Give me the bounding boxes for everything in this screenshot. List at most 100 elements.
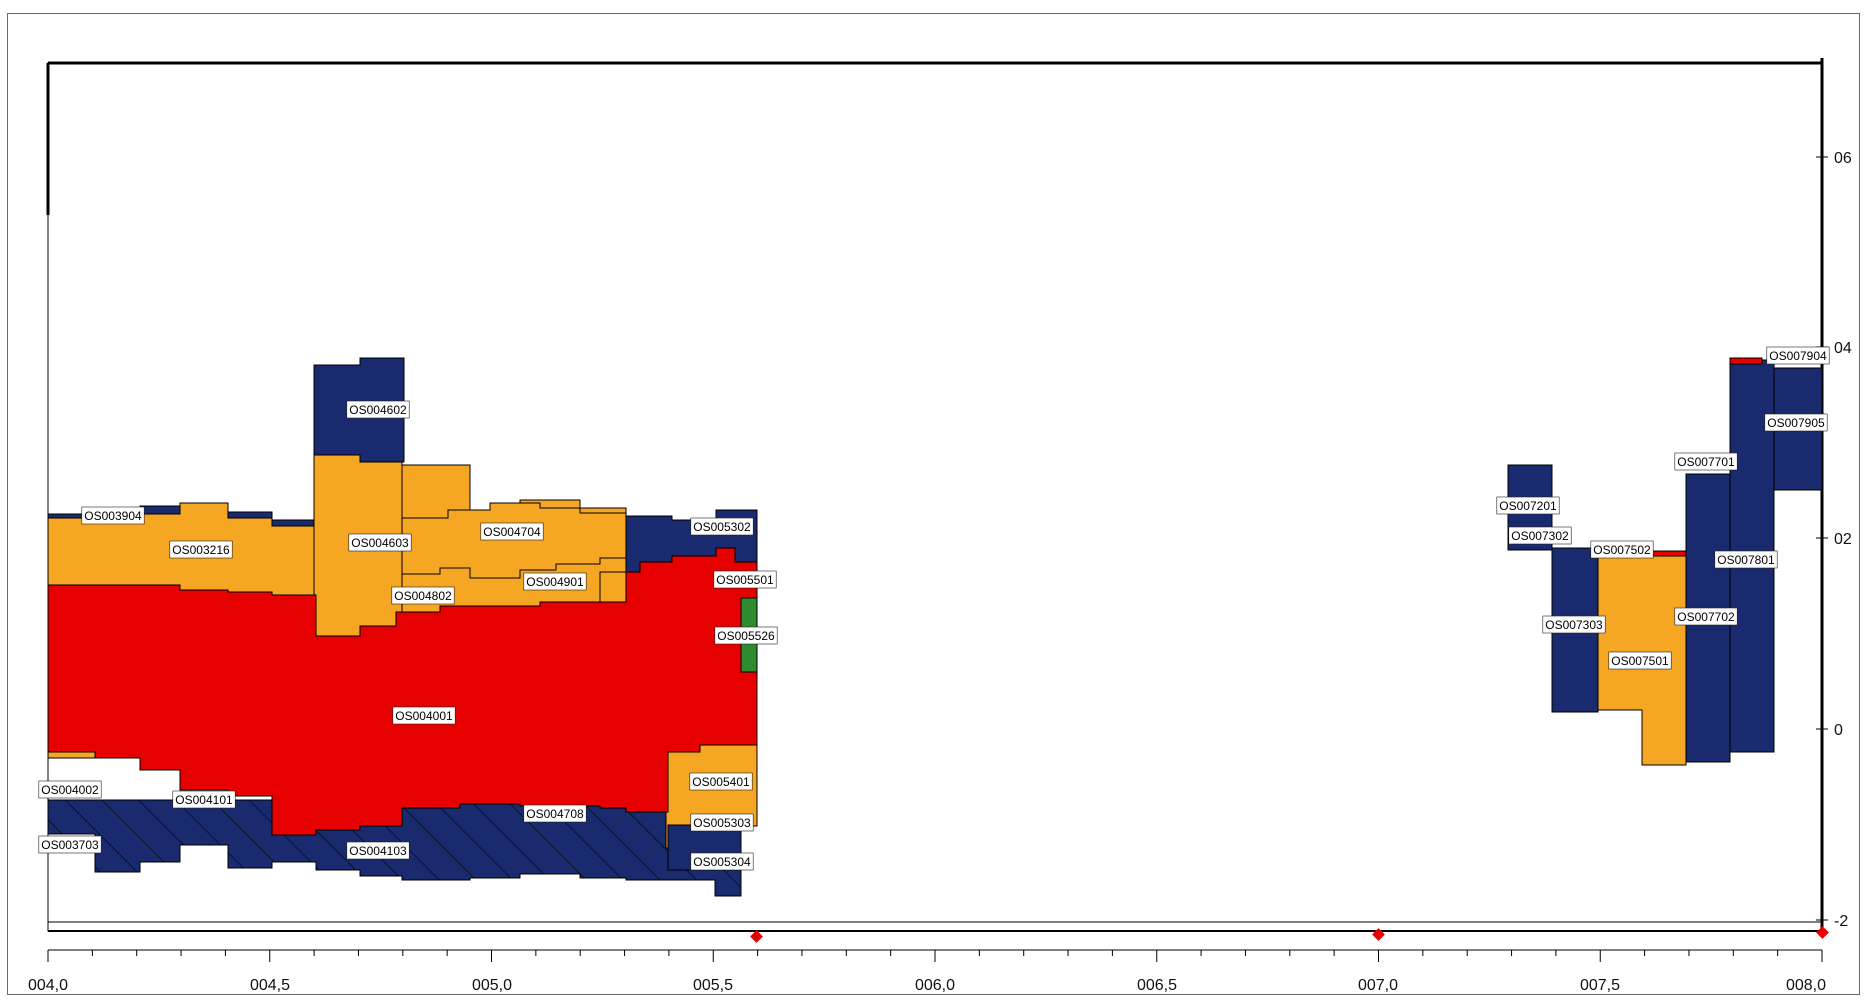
x-tick-004-0: 004,0 (28, 977, 68, 994)
unit-label-os005526: OS005526 (714, 626, 778, 645)
unit-label-box (1766, 346, 1830, 365)
unit-label-box (1714, 550, 1778, 569)
unit-label-text: OS005526 (717, 629, 775, 643)
unit-label-text: OS005401 (692, 775, 750, 789)
unit-label-box (1496, 496, 1560, 515)
unit-label-box (690, 813, 754, 832)
unit-label-text: OS007801 (1717, 553, 1775, 567)
unit-labels: OS003904 OS003216 OS004602 OS004603 OS004704… (38, 346, 1830, 871)
unit-label-box (1608, 651, 1672, 670)
x-tick-007-5: 007,5 (1580, 977, 1620, 994)
unit-label-text: OS004101 (175, 793, 233, 807)
unit-label-box (38, 835, 102, 854)
unit-label-text: OS004901 (526, 575, 584, 589)
unit-label-text: OS004103 (349, 844, 407, 858)
x-tick-004-5: 004,5 (250, 977, 290, 994)
unit-label-text: OS004002 (41, 783, 99, 797)
unit-label-os007502: OS007502 (1590, 540, 1654, 559)
unit-label-box (690, 852, 754, 871)
unit-label-text: OS007302 (1511, 529, 1569, 543)
unit-label-os005501: OS005501 (713, 570, 777, 589)
marker-diamond-1 (750, 930, 763, 943)
unit-label-box (690, 517, 754, 536)
unit-label-box (348, 533, 412, 552)
unit-label-text: OS004802 (394, 589, 452, 603)
unit-label-box (172, 790, 236, 809)
unit-label-text: OS004001 (395, 709, 453, 723)
unit-label-box (480, 522, 544, 541)
x-axis: 004,0 004,5 005,0 005,5 006,0 006,5 007,… (28, 921, 1826, 994)
unit-label-os007303: OS007303 (1542, 615, 1606, 634)
unit-label-os005303: OS005303 (690, 813, 754, 832)
unit-label-text: OS004602 (349, 403, 407, 417)
unit-os007904-shape (1729, 357, 1763, 365)
unit-label-os005304: OS005304 (690, 852, 754, 871)
unit-label-os004603: OS004603 (348, 533, 412, 552)
unit-label-box (714, 626, 778, 645)
y-tick-neg2: -2 (1834, 913, 1848, 930)
unit-label-text: OS007905 (1767, 416, 1825, 430)
unit-label-os004708: OS004708 (523, 804, 587, 823)
unit-label-os004101: OS004101 (172, 790, 236, 809)
chart-frame (7, 13, 1860, 995)
unit-label-text: OS007502 (1593, 543, 1651, 557)
unit-label-box (1674, 607, 1738, 626)
unit-label-box (689, 772, 753, 791)
unit-label-os007501: OS007501 (1608, 651, 1672, 670)
unit-label-os004901: OS004901 (523, 572, 587, 591)
unit-label-text: OS007702 (1677, 610, 1735, 624)
unit-label-box (392, 706, 456, 725)
unit-label-text: OS007701 (1677, 455, 1735, 469)
unit-label-os004704: OS004704 (480, 522, 544, 541)
unit-label-os004103: OS004103 (346, 841, 410, 860)
unit-label-os007302: OS007302 (1508, 526, 1572, 545)
unit-label-os004802: OS004802 (391, 586, 455, 605)
unit-label-text: OS007904 (1769, 349, 1827, 363)
unit-label-text: OS003904 (84, 509, 142, 523)
unit-label-os005302: OS005302 (690, 517, 754, 536)
unit-label-box (346, 841, 410, 860)
unit-label-os004002: OS004002 (38, 780, 102, 799)
y-tick-04: 04 (1834, 340, 1852, 357)
unit-label-os003703: OS003703 (38, 835, 102, 854)
unit-label-box (81, 506, 145, 525)
unit-label-box (38, 780, 102, 799)
unit-label-box (391, 586, 455, 605)
x-tick-005-0: 005,0 (472, 977, 512, 994)
y-axis: 06 04 02 0 -2 (1816, 150, 1852, 930)
unit-label-box (523, 804, 587, 823)
unit-label-os005401: OS005401 (689, 772, 753, 791)
unit-label-os004602: OS004602 (346, 400, 410, 419)
unit-label-box (1590, 540, 1654, 559)
x-tick-006-5: 006,5 (1137, 977, 1177, 994)
unit-label-os007904: OS007904 (1766, 346, 1830, 365)
unit-label-text: OS005303 (693, 816, 751, 830)
y-tick-06: 06 (1834, 150, 1852, 167)
unit-label-text: OS003703 (41, 838, 99, 852)
x-tick-007-0: 007,0 (1358, 977, 1398, 994)
y-tick-0: 0 (1834, 722, 1843, 739)
unit-label-os007801: OS007801 (1714, 550, 1778, 569)
unit-label-text: OS004704 (483, 525, 541, 539)
unit-label-os007201: OS007201 (1496, 496, 1560, 515)
unit-os004802-shape (401, 557, 627, 613)
unit-label-text: OS005501 (716, 573, 774, 587)
unit-label-box (1542, 615, 1606, 634)
x-tick-005-5: 005,5 (693, 977, 733, 994)
unit-label-box (1764, 413, 1828, 432)
unit-label-text: OS004603 (351, 536, 409, 550)
unit-label-text: OS005302 (693, 520, 751, 534)
x-tick-008-0: 008,0 (1786, 977, 1826, 994)
unit-label-box (1508, 526, 1572, 545)
y-tick-02: 02 (1834, 531, 1852, 548)
unit-label-os007701: OS007701 (1674, 452, 1738, 471)
unit-label-os003904: OS003904 (81, 506, 145, 525)
unit-label-os004001: OS004001 (392, 706, 456, 725)
unit-label-text: OS007303 (1545, 618, 1603, 632)
unit-label-text: OS004708 (526, 807, 584, 821)
unit-label-text: OS003216 (172, 543, 230, 557)
x-tick-006-0: 006,0 (915, 977, 955, 994)
unit-label-os007905: OS007905 (1764, 413, 1828, 432)
unit-label-box (346, 400, 410, 419)
